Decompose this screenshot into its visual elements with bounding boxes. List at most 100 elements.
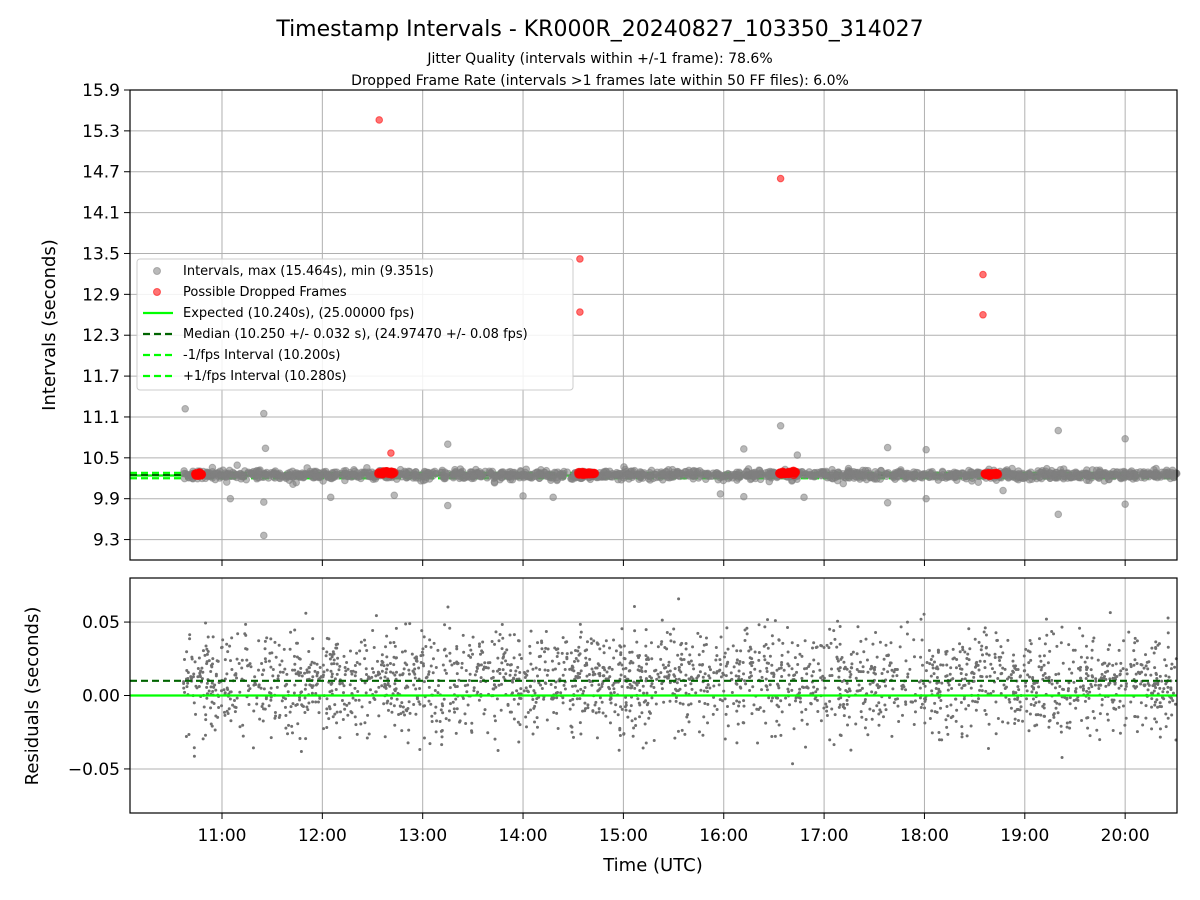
residual-point	[1085, 689, 1089, 693]
residual-point	[251, 746, 255, 750]
residual-point	[701, 649, 705, 653]
residual-point	[209, 706, 213, 710]
residual-point	[278, 670, 282, 674]
interval-point	[276, 474, 284, 483]
residual-point	[443, 623, 447, 627]
intervals-y-tick-label-4: 11.7	[82, 367, 120, 387]
residual-point	[996, 676, 1000, 680]
residual-point	[1084, 672, 1088, 676]
residual-point	[619, 673, 623, 677]
residual-point	[568, 707, 572, 711]
residual-point	[630, 719, 634, 723]
residual-point	[214, 714, 218, 718]
residual-point	[983, 626, 987, 630]
residual-point	[1113, 673, 1117, 677]
residual-point	[412, 662, 416, 666]
residual-point	[1048, 719, 1052, 723]
residual-point	[798, 652, 802, 656]
residual-point	[674, 696, 678, 700]
residual-point	[683, 732, 687, 736]
interval-point	[505, 472, 513, 481]
residual-point	[395, 697, 399, 701]
residual-point	[835, 645, 839, 649]
residual-point	[311, 675, 315, 679]
dropped-frame-outlier-6	[387, 449, 395, 457]
residual-point	[845, 702, 849, 706]
residual-point	[225, 686, 229, 690]
residual-point	[382, 664, 386, 668]
residual-point	[1144, 704, 1148, 708]
residual-point	[330, 689, 334, 693]
residual-point	[553, 685, 557, 689]
residual-point	[612, 656, 616, 660]
residual-point	[708, 676, 712, 680]
residual-point	[841, 705, 845, 709]
residual-point	[1141, 723, 1145, 727]
residual-point	[508, 633, 512, 637]
residual-point	[429, 702, 433, 706]
residual-point	[724, 712, 728, 716]
residual-point	[207, 689, 211, 693]
residual-point	[1097, 686, 1101, 690]
residual-point	[1006, 638, 1010, 642]
residual-point	[354, 670, 358, 674]
residual-point	[477, 698, 481, 702]
residual-point	[493, 737, 497, 741]
residual-point	[945, 704, 949, 708]
residual-point	[188, 633, 192, 637]
residual-point	[400, 650, 404, 654]
residual-point	[996, 716, 1000, 720]
residual-point	[871, 709, 875, 713]
residual-point	[544, 629, 548, 633]
residual-point	[225, 642, 229, 646]
residual-point	[269, 637, 273, 641]
residual-point	[263, 707, 267, 711]
residual-point	[1083, 699, 1087, 703]
residual-point	[509, 663, 513, 667]
residual-point	[760, 688, 764, 692]
residual-point	[1123, 723, 1127, 727]
residual-point	[1008, 700, 1012, 704]
residual-point	[635, 640, 639, 644]
residual-point	[469, 655, 473, 659]
residual-point	[782, 668, 786, 672]
residual-point	[1086, 726, 1090, 730]
residual-point	[261, 702, 265, 706]
interval-outlier-2	[261, 444, 270, 453]
residual-point	[400, 729, 404, 733]
residual-point	[1093, 683, 1097, 687]
residual-point	[637, 664, 641, 668]
residual-point	[1121, 704, 1125, 708]
residual-point	[672, 673, 676, 677]
residual-point	[1053, 699, 1057, 703]
residual-point	[314, 700, 318, 704]
residual-point	[1078, 626, 1082, 630]
residual-point	[859, 639, 863, 643]
residual-point	[888, 663, 892, 667]
residual-point	[644, 679, 648, 683]
residual-point	[1085, 668, 1089, 672]
residual-point	[601, 665, 605, 669]
residual-point	[200, 677, 204, 681]
residual-point	[939, 699, 943, 703]
residual-point	[974, 664, 978, 668]
residual-point	[939, 663, 943, 667]
residual-point	[897, 719, 901, 723]
residual-point	[1110, 698, 1114, 702]
residual-point	[989, 691, 993, 695]
residual-point	[228, 644, 232, 648]
residual-point	[1016, 668, 1020, 672]
residual-point	[767, 696, 771, 700]
residual-point	[220, 689, 224, 693]
residual-point	[644, 654, 648, 658]
residual-point	[614, 649, 618, 653]
residual-point	[340, 681, 344, 685]
residual-point	[497, 683, 501, 687]
residual-point	[526, 710, 530, 714]
residual-point	[832, 743, 836, 747]
residual-point	[498, 671, 502, 675]
residual-point	[380, 684, 384, 688]
residual-point	[1139, 682, 1143, 686]
residual-point	[790, 667, 794, 671]
residual-point	[486, 731, 490, 735]
